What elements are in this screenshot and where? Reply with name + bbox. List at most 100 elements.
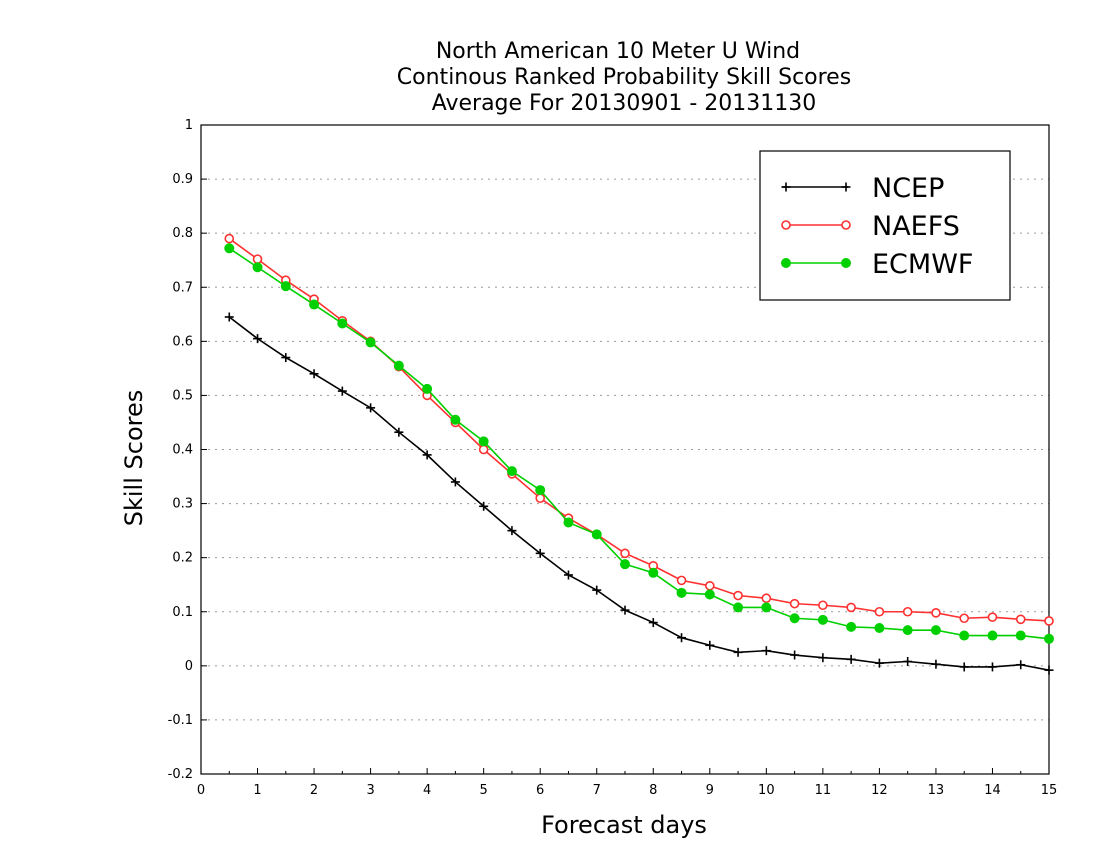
data-point-ncep-0 [224,312,234,322]
data-point-ecmwf-17 [704,589,715,600]
data-point-ecmwf-24 [902,625,913,636]
y-tick-label-11: 0.9 [172,172,193,187]
legend-label-ncep: NCEP [872,173,944,204]
x-tick-label-4: 4 [423,783,431,798]
data-point-ncep-16 [677,633,687,643]
x-tick-label-12: 12 [871,783,888,798]
data-point-ecmwf-15 [648,567,659,578]
data-point-ecmwf-14 [620,559,630,570]
y-tick-label-4: 0.2 [172,551,193,566]
data-point-ncep-9 [479,501,489,511]
x-tick-label-8: 8 [649,783,657,798]
chart-title-line-2: Continous Ranked Probability Skill Score… [397,65,851,90]
y-tick-label-6: 0.4 [172,443,193,458]
data-point-ecmwf-12 [563,517,574,528]
x-tick-label-1: 1 [253,783,261,798]
y-tick-label-2: 0 [185,659,193,674]
chart-title-line-1: North American 10 Meter U Wind [436,39,800,64]
x-tick-label-10: 10 [758,783,775,798]
data-point-naefs-0 [224,233,235,244]
data-point-ecmwf-13 [591,529,602,540]
data-point-ncep-15 [648,618,658,628]
data-point-ncep-12 [563,570,573,580]
data-point-naefs-16 [676,575,687,586]
data-point-ecmwf-22 [846,621,857,632]
data-point-ecmwf-5 [365,337,376,348]
data-point-ncep-6 [394,427,404,437]
data-point-ncep-21 [818,653,828,663]
legend-label-naefs: NAEFS [872,211,960,242]
data-point-naefs-1 [252,254,263,264]
legend-marker-start [781,220,791,230]
data-point-ncep-1 [253,334,263,344]
y-tick-label-1: -0.1 [168,713,193,728]
legend-label-ecmwf: ECMWF [872,249,973,280]
data-point-ecmwf-2 [280,281,291,292]
data-point-ecmwf-6 [393,360,404,371]
legend-marker-end [841,182,851,192]
data-point-ecmwf-16 [676,587,687,598]
x-tick-label-0: 0 [197,783,205,798]
data-point-ncep-27 [987,662,997,672]
y-tick-label-5: 0.3 [172,497,193,512]
y-axis-label: Skill Scores [120,390,148,527]
data-point-ncep-17 [705,640,715,650]
x-tick-label-15: 15 [1041,783,1058,798]
x-tick-label-2: 2 [310,783,318,798]
x-tick-label-6: 6 [536,783,544,798]
y-axis-ticks: -0.2 -0.1 0 0.1 0.2 0.3 0.4 0.5 0.6 0.7 0.8 0.9 1 [168,118,207,782]
data-point-ecmwf-20 [789,613,800,624]
data-point-naefs-19 [761,593,772,604]
legend-marker-end [841,220,851,230]
legend-item-naefs: NAEFS [781,211,960,242]
data-point-ecmwf-19 [761,602,772,613]
x-tick-label-3: 3 [366,783,374,798]
data-point-ecmwf-7 [422,383,433,394]
chart-title-line-3: Average For 20130901 - 20131130 [432,91,817,116]
data-point-ncep-7 [422,450,432,460]
data-point-ecmwf-11 [535,485,546,496]
data-point-naefs-18 [733,590,743,601]
data-point-ecmwf-10 [506,466,517,477]
data-point-ncep-8 [450,477,460,487]
legend-marker-start [781,182,791,192]
data-point-naefs-28 [1015,614,1026,625]
legend-marker-end [841,258,851,268]
y-tick-label-0: -0.2 [168,767,193,782]
data-point-ncep-29 [1044,665,1054,675]
series-layer [224,233,1054,675]
data-point-ecmwf-26 [959,630,970,641]
x-tick-label-11: 11 [815,783,832,798]
series-line-ecmwf [228,247,1050,640]
y-tick-label-9: 0.7 [172,280,193,295]
data-point-ecmwf-4 [337,318,348,329]
data-point-ncep-14 [620,605,630,615]
y-tick-label-7: 0.5 [172,388,193,403]
data-point-ncep-23 [874,658,884,668]
data-point-naefs-27 [987,612,998,622]
data-point-naefs-20 [789,598,800,609]
data-point-naefs-21 [818,600,828,611]
data-point-ecmwf-1 [252,262,263,273]
series-ncep [224,312,1054,675]
y-tick-label-8: 0.6 [172,334,193,349]
data-point-naefs-11 [535,493,546,503]
data-point-ecmwf-18 [733,602,744,613]
data-point-naefs-25 [931,608,941,618]
series-line-ncep [228,316,1050,671]
data-point-ncep-22 [846,654,856,664]
y-tick-label-3: 0.1 [172,605,193,620]
data-point-naefs-14 [620,548,630,559]
data-point-ncep-19 [761,646,771,656]
data-point-ncep-26 [959,662,969,672]
legend-item-ncep: NCEP [781,173,944,204]
series-ecmwf [224,243,1054,644]
x-tick-label-14: 14 [984,783,1001,798]
data-point-naefs-24 [902,606,913,617]
data-point-ecmwf-23 [874,622,885,633]
data-point-ecmwf-29 [1044,633,1054,644]
data-point-naefs-22 [846,602,856,613]
data-point-ncep-24 [903,657,913,667]
data-point-naefs-26 [959,613,970,624]
